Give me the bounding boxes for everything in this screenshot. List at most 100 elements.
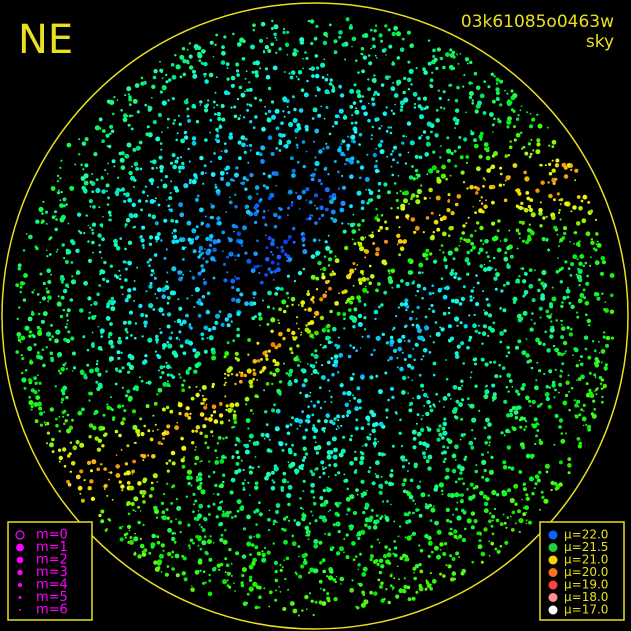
star <box>216 563 221 568</box>
star <box>204 581 207 584</box>
star <box>188 181 192 185</box>
star <box>295 143 299 147</box>
star <box>171 550 175 554</box>
star <box>413 102 417 106</box>
star <box>479 93 485 99</box>
star <box>491 184 496 190</box>
star <box>454 247 459 252</box>
star <box>230 106 233 109</box>
star <box>144 185 148 188</box>
star <box>86 363 90 367</box>
star <box>286 492 292 499</box>
star <box>148 551 152 555</box>
star <box>498 183 503 187</box>
star <box>151 159 157 165</box>
star <box>186 469 193 475</box>
star <box>281 566 284 569</box>
star <box>80 176 86 181</box>
star <box>391 173 395 177</box>
star <box>437 288 442 293</box>
star <box>510 466 515 471</box>
star <box>104 528 108 532</box>
star <box>544 164 547 167</box>
star <box>584 335 587 338</box>
star <box>219 483 225 489</box>
star <box>226 571 231 576</box>
star <box>304 308 307 311</box>
star <box>388 44 393 49</box>
star <box>360 451 365 456</box>
star <box>467 397 470 401</box>
star <box>328 286 332 291</box>
star <box>333 160 337 163</box>
star <box>241 142 246 148</box>
star <box>407 270 413 275</box>
star <box>236 499 242 505</box>
star <box>364 256 367 259</box>
star <box>390 86 396 92</box>
star <box>233 420 238 425</box>
star <box>187 237 192 242</box>
star <box>46 331 52 337</box>
star <box>289 423 293 427</box>
star <box>536 429 540 432</box>
star <box>197 536 202 542</box>
star <box>480 196 483 199</box>
star <box>367 54 371 57</box>
star <box>170 501 174 505</box>
star <box>165 405 170 410</box>
star <box>521 498 523 501</box>
star <box>192 240 195 243</box>
star <box>470 511 476 516</box>
star <box>181 445 187 451</box>
star <box>549 326 552 328</box>
star <box>327 360 331 365</box>
star <box>133 161 139 167</box>
star <box>404 298 409 303</box>
star <box>367 525 372 530</box>
star <box>442 450 447 455</box>
star <box>563 231 567 236</box>
star <box>238 85 243 90</box>
star <box>156 535 160 539</box>
star <box>272 372 277 377</box>
star <box>525 191 530 195</box>
star <box>378 558 384 564</box>
star <box>464 455 468 459</box>
star <box>373 164 378 169</box>
star <box>209 131 211 134</box>
star <box>425 503 428 506</box>
star <box>246 514 251 520</box>
star <box>456 118 460 123</box>
star <box>600 378 604 382</box>
star <box>162 183 168 189</box>
star <box>221 117 226 122</box>
star <box>280 488 284 492</box>
star <box>406 585 411 590</box>
star <box>421 134 423 137</box>
star <box>226 271 229 274</box>
star <box>188 54 193 59</box>
star <box>466 250 470 255</box>
star <box>537 123 543 129</box>
star <box>303 378 308 383</box>
star <box>576 437 581 441</box>
star <box>602 386 605 389</box>
star <box>402 553 407 558</box>
star <box>296 427 299 430</box>
star <box>542 216 546 220</box>
star <box>531 298 536 303</box>
star <box>357 322 363 327</box>
star <box>315 24 319 28</box>
star <box>100 176 104 180</box>
star <box>461 508 465 513</box>
star <box>285 99 290 103</box>
star <box>325 325 329 329</box>
star <box>273 466 279 472</box>
star <box>568 301 572 305</box>
star <box>91 331 94 334</box>
star <box>327 510 330 513</box>
star <box>580 199 584 203</box>
star <box>393 520 396 523</box>
